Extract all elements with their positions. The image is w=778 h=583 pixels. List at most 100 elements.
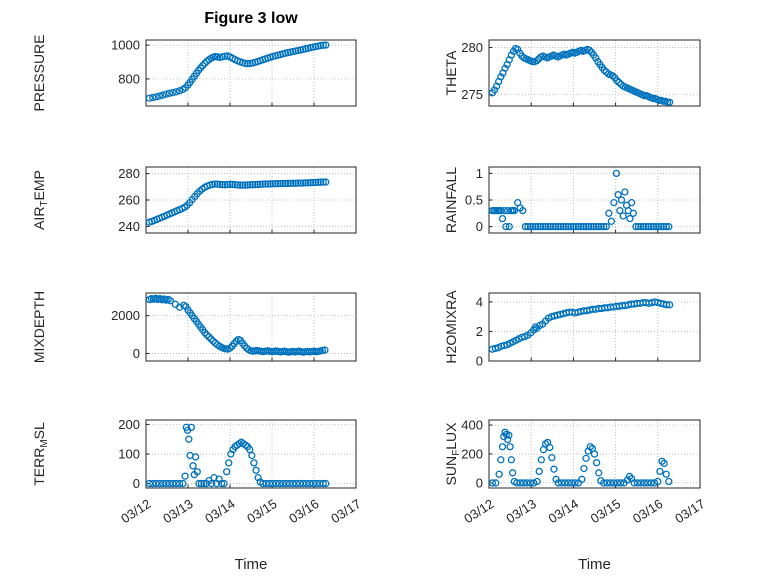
axes-box xyxy=(488,39,701,107)
data-point xyxy=(241,59,249,68)
data-point xyxy=(629,209,637,217)
data-point xyxy=(226,344,234,352)
subplot-sun_flux: 0 200 400 03/12 03/13 03/14 03/15 03/16 03/17 SUN… xyxy=(443,418,708,527)
data-point xyxy=(498,443,507,451)
data-point xyxy=(276,179,285,188)
data-point xyxy=(613,479,621,487)
data-point xyxy=(207,479,216,488)
data-point xyxy=(508,469,517,477)
x-tick-label: 03/16 xyxy=(286,496,321,526)
data-point xyxy=(607,217,616,225)
data-point xyxy=(165,479,174,488)
data-point xyxy=(557,479,566,487)
y-axis-label: AIRTEMP xyxy=(31,170,50,230)
data-point xyxy=(228,180,237,189)
y-tick-label: 0 xyxy=(476,354,483,369)
data-point xyxy=(286,179,295,188)
axes-box xyxy=(488,292,701,362)
data-point xyxy=(644,479,652,487)
y-tick-label: 280 xyxy=(118,166,140,181)
x-tick-label: 03/15 xyxy=(244,496,279,526)
data-point xyxy=(602,222,610,231)
x-tick-label: 03/13 xyxy=(160,496,195,526)
data-point xyxy=(507,456,516,464)
scatter-series xyxy=(488,169,673,231)
data-point xyxy=(169,479,177,488)
data-point xyxy=(595,222,603,231)
data-point xyxy=(519,479,528,487)
data-point xyxy=(319,41,327,49)
data-point xyxy=(217,479,226,488)
data-point xyxy=(610,199,618,207)
data-point xyxy=(289,179,297,187)
data-point xyxy=(585,46,594,55)
data-point xyxy=(613,76,621,85)
data-point xyxy=(518,333,526,341)
data-point xyxy=(600,222,608,231)
data-point xyxy=(634,222,643,231)
data-point xyxy=(319,178,327,186)
data-point xyxy=(218,181,227,189)
data-point xyxy=(261,180,269,188)
scatter-series xyxy=(145,294,329,356)
data-point xyxy=(243,181,252,189)
data-point xyxy=(241,181,249,189)
data-point xyxy=(568,479,576,487)
data-point xyxy=(503,435,512,444)
data-point xyxy=(564,222,572,231)
data-point xyxy=(282,479,290,488)
data-point xyxy=(285,479,294,488)
data-point xyxy=(663,98,672,106)
data-point xyxy=(612,169,621,178)
data-point xyxy=(615,78,623,87)
data-point xyxy=(500,206,508,215)
data-point xyxy=(302,479,311,488)
axes-box xyxy=(145,39,357,107)
y-tick-label: 0 xyxy=(133,476,140,491)
data-point xyxy=(221,181,229,189)
data-point xyxy=(652,222,660,231)
data-point xyxy=(189,462,197,470)
data-point xyxy=(536,222,545,231)
y-tick-label: 0.5 xyxy=(465,193,483,208)
data-point xyxy=(291,179,300,187)
data-point xyxy=(312,178,320,187)
data-point xyxy=(574,222,583,231)
data-point xyxy=(497,73,505,81)
data-point xyxy=(533,57,541,65)
data-point xyxy=(507,51,516,59)
x-tick-label: 03/12 xyxy=(461,496,496,526)
y-tick-label: 0 xyxy=(476,475,483,490)
data-point xyxy=(519,206,527,215)
data-point xyxy=(649,222,658,231)
data-point xyxy=(658,457,666,465)
y-tick-label: 2000 xyxy=(111,308,140,323)
data-point xyxy=(592,459,601,467)
data-point xyxy=(619,212,627,220)
data-point xyxy=(211,180,219,188)
y-axis-label: SUNFLUX xyxy=(443,422,462,486)
data-point xyxy=(625,472,634,481)
data-point xyxy=(306,179,315,187)
data-point xyxy=(179,479,187,488)
data-point xyxy=(145,479,154,488)
y-axis-label: THETA xyxy=(443,50,459,96)
data-point xyxy=(175,87,184,95)
data-point xyxy=(251,180,259,189)
data-point xyxy=(660,459,668,468)
data-point xyxy=(662,470,670,478)
data-point xyxy=(271,180,280,188)
data-point xyxy=(552,475,560,483)
data-point xyxy=(637,479,645,487)
data-point xyxy=(503,206,512,215)
data-point xyxy=(149,93,157,102)
data-point xyxy=(152,479,160,488)
data-point xyxy=(572,222,580,231)
data-point xyxy=(213,180,222,188)
data-point xyxy=(249,181,257,189)
data-point xyxy=(317,178,325,186)
data-point xyxy=(567,222,575,231)
data-point xyxy=(590,222,598,231)
data-point xyxy=(502,222,510,231)
